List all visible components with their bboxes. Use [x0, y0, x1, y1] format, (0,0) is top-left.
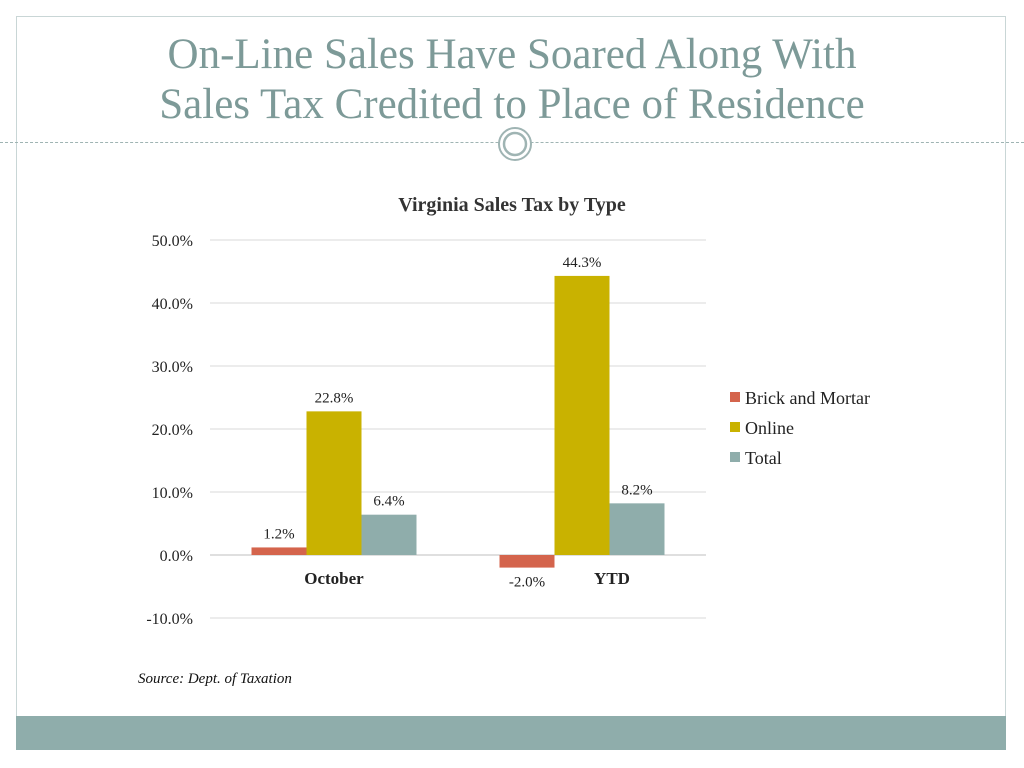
chart-title: Virginia Sales Tax by Type: [398, 194, 626, 216]
bar: [251, 547, 307, 555]
legend-swatch: [730, 422, 740, 432]
y-tick-label: 10.0%: [152, 485, 193, 502]
legend-label: Online: [745, 418, 794, 438]
y-tick-label: 40.0%: [152, 296, 193, 313]
y-tick-label: 20.0%: [152, 422, 193, 439]
bar: [306, 411, 362, 555]
y-tick-label: 0.0%: [160, 548, 193, 565]
bar: [609, 503, 665, 555]
slide-title: On-Line Sales Have Soared Along With Sal…: [0, 30, 1024, 130]
legend-label: Brick and Mortar: [745, 388, 870, 408]
footer-bar: [16, 716, 1006, 750]
legend-swatch: [730, 452, 740, 462]
source-note: Source: Dept. of Taxation: [138, 671, 292, 687]
circle-ornament-icon: [498, 127, 532, 161]
legend-label: Total: [745, 448, 782, 468]
bar: [554, 275, 610, 555]
bar: [361, 514, 417, 555]
legend-swatch: [730, 392, 740, 402]
data-label: -2.0%: [509, 575, 545, 591]
data-label: 44.3%: [563, 255, 602, 271]
x-category-label: October: [304, 569, 364, 588]
data-label: 22.8%: [315, 390, 354, 406]
data-label: 8.2%: [621, 482, 652, 498]
y-tick-label: 50.0%: [152, 233, 193, 250]
y-tick-label: 30.0%: [152, 359, 193, 376]
data-label: 6.4%: [373, 494, 404, 510]
x-category-label: YTD: [594, 569, 630, 588]
y-tick-label: -10.0%: [146, 611, 193, 628]
slide-title-line-2: Sales Tax Credited to Place of Residence: [159, 81, 865, 128]
slide-title-line-1: On-Line Sales Have Soared Along With: [167, 31, 857, 78]
data-label: 1.2%: [263, 526, 294, 542]
bar: [499, 555, 555, 568]
